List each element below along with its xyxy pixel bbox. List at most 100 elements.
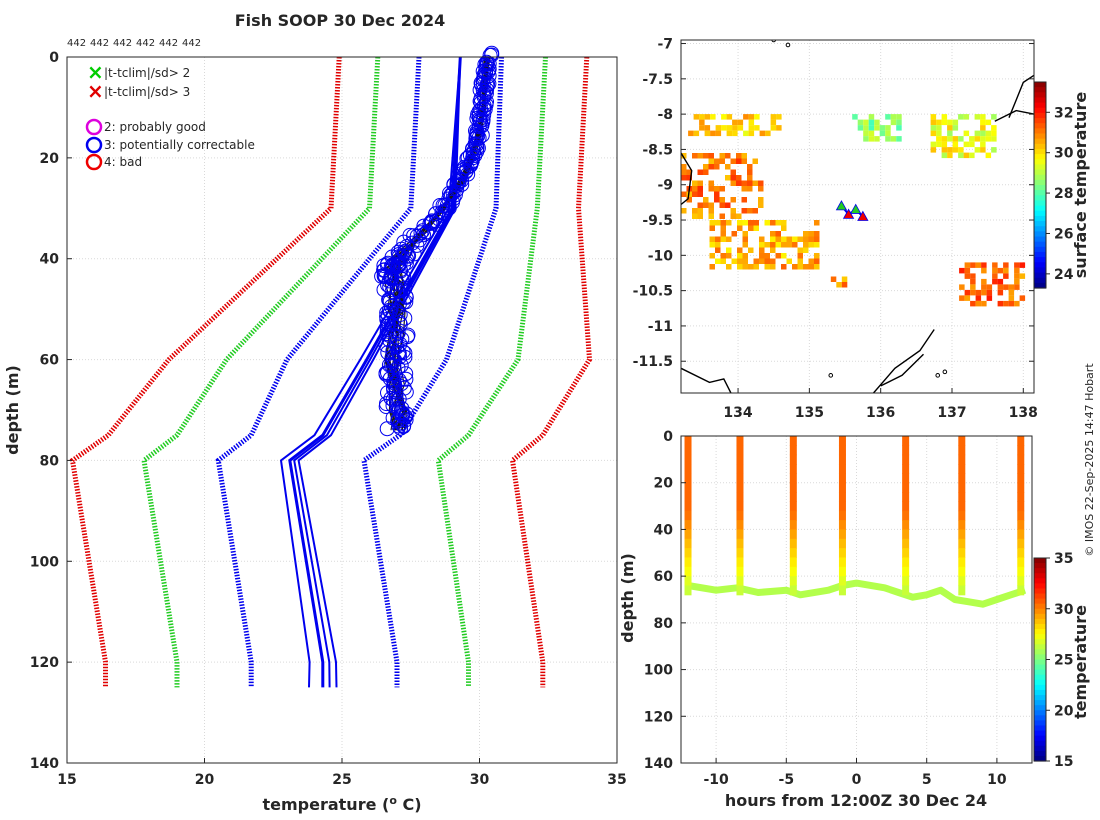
profile-ytick-label: 20 <box>40 151 60 167</box>
sst-pixel <box>775 242 781 248</box>
sst-pixel <box>964 267 971 274</box>
sst-pixel <box>991 125 997 131</box>
flag-circle-marker <box>406 246 422 262</box>
sst-pixel <box>980 119 986 126</box>
map-ytick-label: -8.5 <box>642 142 673 158</box>
map-colorbar-segment <box>1034 215 1046 222</box>
cast-profile-segment <box>902 436 910 446</box>
sst-pixel <box>697 186 703 192</box>
map-xtick-label: 137 <box>937 405 966 421</box>
sst-pixel <box>692 153 698 159</box>
sst-pixel <box>890 119 897 126</box>
sst-pixel <box>681 191 687 197</box>
sst-pixel <box>775 236 781 242</box>
sst-pixel <box>930 141 937 148</box>
sst-pixel <box>786 242 792 248</box>
sst-pixel <box>719 197 725 203</box>
sst-pixel <box>758 202 764 208</box>
sst-pixel <box>736 153 742 159</box>
legend-circle-icon <box>85 118 103 136</box>
sst-pixel <box>781 236 787 242</box>
cast-profile-segment <box>736 445 744 456</box>
cast-profile-segment <box>789 492 797 502</box>
sst-pixel <box>770 236 776 242</box>
sst-pixel <box>697 202 703 208</box>
sst-pixel <box>992 273 998 279</box>
section-colorbar-segment <box>1034 603 1046 610</box>
sst-pixel <box>704 125 711 131</box>
section-colorbar-segment <box>1034 644 1046 650</box>
sst-pixel <box>708 202 714 208</box>
cast-profile-segment <box>684 445 692 456</box>
sst-pixel <box>770 247 776 253</box>
sst-pixel <box>770 125 777 131</box>
sst-pixel <box>930 114 937 120</box>
sst-pixel <box>715 258 721 264</box>
cast-profile-segment <box>789 436 797 446</box>
map-colorbar-segment <box>1034 251 1046 258</box>
cast-profile-segment <box>838 566 846 577</box>
sst-pixel <box>852 114 858 120</box>
sst-pixel <box>797 253 803 259</box>
sst-pixel <box>885 125 891 131</box>
sst-pixel <box>692 186 698 192</box>
sst-pixel <box>719 202 725 208</box>
flag-circle-marker <box>428 206 444 222</box>
map-colorbar-segment <box>1034 159 1046 165</box>
profile-top-label: 442 <box>90 38 109 49</box>
sst-pixel <box>868 130 875 137</box>
cast-profile-segment <box>684 576 692 586</box>
sst-pixel <box>742 231 748 237</box>
section-colorbar-segment <box>1034 573 1046 579</box>
flag-circle-marker <box>378 399 394 414</box>
legend-cross-icon: × <box>87 79 104 103</box>
legend-label: |t-tclim|/sd> 3 <box>104 85 190 99</box>
sst-pixel <box>930 147 937 153</box>
sst-pixel <box>941 119 948 126</box>
profile-ytick-label: 0 <box>49 50 59 66</box>
sst-pixel <box>997 300 1004 307</box>
bottom-tow-trace <box>687 579 1027 608</box>
flag-circle-marker <box>395 407 411 423</box>
sst-pixel <box>941 152 948 159</box>
sst-pixel <box>936 130 942 137</box>
map-ytick-label: -9 <box>657 178 673 194</box>
sst-pixel <box>974 147 981 153</box>
island-outline <box>828 373 834 378</box>
cast-profile-segment <box>736 548 744 558</box>
cast-profile-segment <box>1017 538 1025 549</box>
sst-pixel <box>730 213 736 219</box>
profile-ytick-label: 120 <box>30 655 59 671</box>
flag-circle-marker <box>471 119 487 135</box>
sst-pixel <box>868 119 875 126</box>
sst-pixel <box>754 114 760 120</box>
section-colorbar-segment <box>1034 568 1046 574</box>
profile-xtick-label: 30 <box>470 772 490 788</box>
sst-pixel <box>764 220 770 226</box>
sst-pixel <box>708 153 714 159</box>
sst-pixel <box>781 253 787 259</box>
sst-pixel <box>941 141 948 148</box>
cast-profile-segment <box>736 464 744 474</box>
section-colorbar-segment <box>1034 684 1046 691</box>
legend-circle-icon <box>85 153 103 171</box>
legend-label: 4: bad <box>104 155 142 169</box>
map-colorbar-tick-label: 30 <box>1054 146 1074 162</box>
island-outline <box>785 42 791 48</box>
sst-pixel <box>736 180 742 186</box>
sst-pixel <box>730 175 736 181</box>
flag-circle-marker <box>471 104 487 119</box>
map-colorbar-segment <box>1034 133 1046 140</box>
cast-profile-segment <box>736 520 744 530</box>
sst-pixel <box>970 300 976 307</box>
sst-pixel <box>764 264 770 270</box>
section-colorbar-segment <box>1034 750 1046 757</box>
cast-profile-segment <box>736 501 744 512</box>
cast-profile-segment <box>789 482 797 493</box>
cast-profile-segment <box>902 501 910 512</box>
sst-pixel <box>1014 267 1020 274</box>
flag-circle-marker <box>462 147 478 163</box>
sst-pixel <box>726 130 733 137</box>
sst-pixel <box>752 180 758 186</box>
